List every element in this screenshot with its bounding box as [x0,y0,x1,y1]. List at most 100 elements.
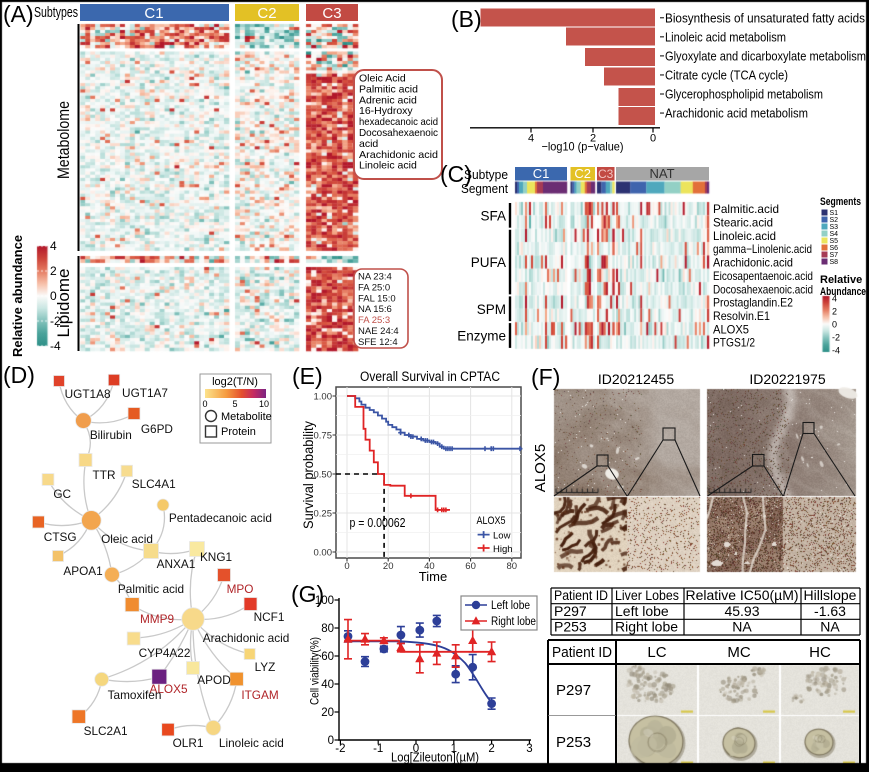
svg-text:NA: NA [732,619,752,635]
svg-text:Left lobe: Left lobe [491,600,530,612]
svg-text:FA 25:3: FA 25:3 [358,315,390,326]
svg-text:Right lobe: Right lobe [491,616,536,628]
svg-text:ALOX5: ALOX5 [532,444,549,492]
svg-text:MC: MC [727,644,750,661]
svg-text:UGT1A8: UGT1A8 [65,387,111,401]
svg-text:−log10 (p−value): −log10 (p−value) [542,140,624,154]
svg-text:Biosynthesis of unsaturated fa: Biosynthesis of unsaturated fatty acids [665,10,865,25]
svg-text:Enzyme: Enzyme [457,329,506,344]
svg-text:0: 0 [832,320,837,330]
svg-text:4: 4 [832,294,837,304]
svg-text:Relative abundance: Relative abundance [10,235,25,357]
svg-text:Segment: Segment [461,181,508,196]
svg-text:Adrenic acid: Adrenic acid [359,94,417,106]
svg-text:4: 4 [528,133,534,145]
svg-text:-1.63: -1.63 [814,603,846,619]
svg-text:Oleic acid: Oleic acid [101,532,153,546]
svg-text:Docosahexaenoic: Docosahexaenoic [359,127,438,139]
svg-text:Arachidonic acid: Arachidonic acid [359,149,438,161]
svg-text:NCF1: NCF1 [254,610,285,624]
svg-text:16-Hydroxy: 16-Hydroxy [359,105,413,117]
svg-text:MPO: MPO [227,582,254,596]
svg-text:(D): (D) [3,362,35,388]
svg-text:(C): (C) [440,161,472,187]
svg-text:Bilirubin: Bilirubin [90,428,132,442]
svg-text:60: 60 [321,651,334,663]
svg-text:FAL 15:0: FAL 15:0 [358,293,396,304]
svg-text:CTSG: CTSG [44,530,77,544]
svg-text:Relative IC50(µM): Relative IC50(µM) [685,587,798,603]
svg-text:GC: GC [53,487,71,501]
svg-text:0: 0 [50,289,57,303]
svg-text:Linoleic acid: Linoleic acid [219,736,284,750]
svg-text:Subtypes: Subtypes [34,5,78,21]
svg-text:ITGAM: ITGAM [241,688,278,702]
svg-text:Glycerophospholipid metabolism: Glycerophospholipid metabolism [665,87,823,102]
svg-text:Palmitic acid: Palmitic acid [118,582,184,596]
svg-text:-4: -4 [50,339,61,353]
svg-text:Pentadecanoic acid: Pentadecanoic acid [169,511,272,525]
svg-text:S4: S4 [830,231,839,238]
svg-text:2: 2 [832,307,837,317]
svg-text:CYP4A22: CYP4A22 [139,646,191,660]
svg-text:C3: C3 [598,167,614,181]
svg-text:ALOX5: ALOX5 [477,515,506,527]
svg-text:Lipidome: Lipidome [54,269,73,338]
svg-text:UGT1A7: UGT1A7 [122,386,168,400]
svg-text:SLC4A1: SLC4A1 [132,477,176,491]
svg-text:Arachidonic.acid: Arachidonic.acid [713,256,793,270]
svg-text:S3: S3 [830,224,839,231]
svg-text:Relative: Relative [820,274,862,286]
svg-text:hexadecanoic acid: hexadecanoic acid [359,116,438,128]
svg-text:Subtype: Subtype [464,167,508,182]
svg-text:(A): (A) [3,1,34,27]
svg-text:10: 10 [259,399,269,409]
svg-text:Metabolite: Metabolite [221,411,272,423]
svg-text:1: 1 [451,743,457,755]
svg-text:0.00: 0.00 [314,547,333,558]
svg-text:Tamoxifen: Tamoxifen [108,688,162,702]
svg-text:Glyoxylate and dicarboxylate m: Glyoxylate and dicarboxylate metabolism [665,48,866,63]
svg-text:3: 3 [526,743,532,755]
svg-text:40: 40 [321,679,334,691]
svg-text:PTGS1/2: PTGS1/2 [713,336,755,350]
svg-text:Overall Survival in CPTAC: Overall Survival in CPTAC [360,369,500,384]
svg-text:-2: -2 [335,743,345,755]
svg-text:Oleic Acid: Oleic Acid [359,73,406,85]
svg-text:OLR1: OLR1 [173,736,204,750]
svg-text:Stearic.acid: Stearic.acid [713,216,773,230]
svg-text:Linoleic acid metabolism: Linoleic acid metabolism [665,29,786,44]
svg-text:(E): (E) [292,363,323,389]
svg-text:log2(T/N): log2(T/N) [212,376,258,388]
svg-text:-1: -1 [373,743,383,755]
svg-text:Liver Lobes: Liver Lobes [615,587,679,603]
svg-text:C2: C2 [257,5,276,22]
svg-text:ANXA1: ANXA1 [157,557,196,571]
svg-text:acid: acid [359,138,378,150]
svg-text:SLC2A1: SLC2A1 [84,724,128,738]
svg-text:P253: P253 [556,734,591,751]
svg-text:Linoleic.acid: Linoleic.acid [713,229,776,243]
svg-text:gamma−Linolenic.acid: gamma−Linolenic.acid [713,242,812,256]
svg-text:ALOX5: ALOX5 [713,322,749,336]
svg-text:Palmitic acid: Palmitic acid [359,83,418,95]
svg-text:Log[Zileuton](µM): Log[Zileuton](µM) [391,750,479,765]
svg-text:60: 60 [465,561,476,572]
svg-text:Low: Low [493,531,511,542]
svg-text:C3: C3 [322,5,341,22]
svg-text:5: 5 [232,399,237,409]
svg-text:Prostaglandin.E2: Prostaglandin.E2 [713,296,793,310]
svg-text:FA 25:0: FA 25:0 [358,282,390,293]
svg-text:C1: C1 [533,166,550,181]
svg-text:SPM: SPM [477,302,506,317]
svg-text:Linoleic acid: Linoleic acid [359,160,417,172]
svg-text:SFA: SFA [480,208,506,223]
svg-text:Right lobe: Right lobe [615,619,678,635]
svg-text:S2: S2 [830,217,839,224]
svg-text:45.93: 45.93 [724,603,759,619]
svg-text:KNG1: KNG1 [200,550,232,564]
svg-text:Cell viability(%): Cell viability(%) [308,637,322,705]
svg-text:NAT: NAT [649,166,674,181]
svg-text:(B): (B) [451,6,482,32]
svg-text:80: 80 [507,561,518,572]
